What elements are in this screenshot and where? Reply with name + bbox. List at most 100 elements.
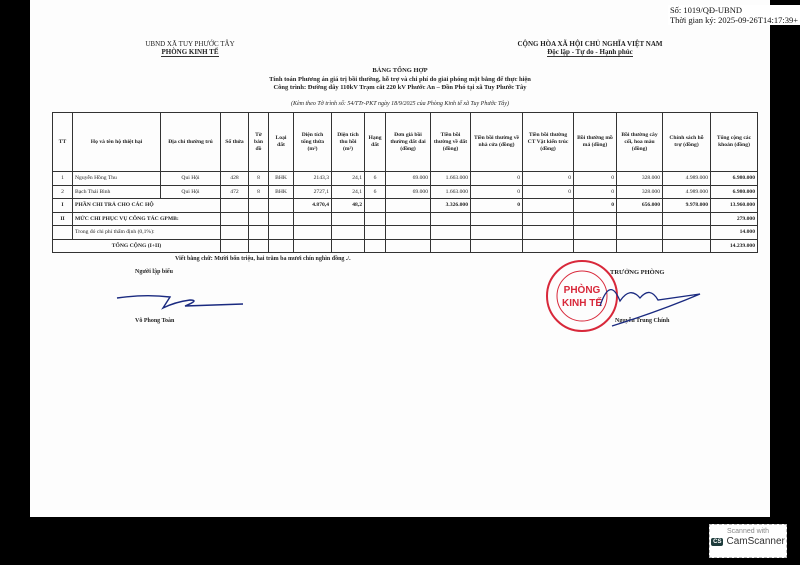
table-cell: 1.663.000 bbox=[430, 171, 471, 186]
table-cell bbox=[385, 238, 431, 253]
table-cell bbox=[331, 225, 365, 240]
table-cell: 472 bbox=[220, 184, 249, 199]
table-cell: 4.870,4 bbox=[293, 198, 332, 213]
table-cell bbox=[331, 238, 365, 253]
table-cell bbox=[248, 211, 269, 226]
table-cell: 1 bbox=[52, 171, 73, 186]
column-header: Địa chỉ thường trú bbox=[160, 112, 221, 172]
table-cell bbox=[248, 198, 269, 213]
issuer-authority: UBND XÃ TUY PHƯỚC TÂY bbox=[145, 40, 235, 48]
table-cell: 3.326.000 bbox=[430, 198, 471, 213]
table-cell: 69.000 bbox=[385, 184, 431, 199]
issuer-department: PHÒNG KINH TẾ bbox=[161, 48, 219, 57]
table-cell: 24,1 bbox=[331, 171, 365, 186]
summary-row-tham_dinh: Trong đó chi phí thẩm định (0,1%): 14.000 bbox=[52, 225, 758, 240]
table-cell: MỨC CHI PHỤC VỤ CÔNG TÁC GPMB: bbox=[72, 211, 221, 226]
amount-in-words: Viết bằng chữ: Mười bốn triệu, hai trăm … bbox=[175, 256, 351, 262]
camscanner-logo-icon: CS bbox=[711, 537, 724, 546]
table-cell: 2143,3 bbox=[293, 171, 332, 186]
table-cell bbox=[220, 211, 249, 226]
preparer-signature bbox=[116, 295, 244, 310]
table-cell: 2 bbox=[52, 184, 73, 199]
table-cell bbox=[385, 198, 431, 213]
table-cell bbox=[248, 225, 269, 240]
camscanner-watermark: Scanned with CS CamScanner bbox=[709, 524, 787, 558]
table-cell bbox=[220, 225, 249, 240]
table-cell: I bbox=[52, 198, 73, 213]
table-cell: 13.960.000 bbox=[710, 198, 758, 213]
table-cell bbox=[522, 225, 574, 240]
svg-text:PHÒNG: PHÒNG bbox=[564, 283, 601, 296]
table-cell bbox=[331, 211, 365, 226]
summary-row-section_I: I PHẦN CHI TRẢ CHO CÁC HỘ 4.870,4 48,2 3.326… bbox=[52, 198, 758, 213]
table-cell: 0 bbox=[522, 184, 574, 199]
table-cell bbox=[573, 225, 617, 240]
table-cell: 328.000 bbox=[616, 171, 663, 186]
table-cell bbox=[385, 225, 431, 240]
table-cell bbox=[430, 238, 471, 253]
table-cell bbox=[662, 211, 711, 226]
column-header: Diện tích thu hồi (m²) bbox=[331, 112, 365, 172]
table-cell bbox=[220, 238, 249, 253]
table-cell: Bạch Thái Bình bbox=[72, 184, 161, 199]
table-cell bbox=[470, 211, 523, 226]
table-cell bbox=[248, 238, 269, 253]
table-cell bbox=[470, 225, 523, 240]
table-cell bbox=[268, 238, 294, 253]
watermark-text: Scanned with bbox=[726, 528, 770, 535]
table-cell bbox=[385, 211, 431, 226]
table-cell: 14.000 bbox=[710, 225, 758, 240]
table-cell: 4.989.000 bbox=[662, 184, 711, 199]
table-cell: 428 bbox=[220, 171, 249, 186]
table-cell: 8 bbox=[248, 171, 269, 186]
table-cell: 9.978.000 bbox=[662, 198, 711, 213]
table-cell: 1.663.000 bbox=[430, 184, 471, 199]
table-cell: Qui Hội bbox=[160, 171, 221, 186]
table-cell: BHK bbox=[268, 184, 294, 199]
national-header: CỘNG HÒA XÃ HỘI CHỦ NGHĨA VIỆT NAM Độc l… bbox=[490, 40, 690, 57]
column-header: Số thửa bbox=[220, 112, 249, 172]
title-subtitle-2: Công trình: Đường dây 110kV Trạm cắt 220… bbox=[273, 84, 527, 91]
column-header: Chính sách hỗ trợ (đồng) bbox=[662, 112, 711, 172]
column-header: Bồi thường mồ mả (đồng) bbox=[573, 112, 617, 172]
column-header: Diện tích tổng thửa (m²) bbox=[293, 112, 332, 172]
table-cell: 8 bbox=[248, 184, 269, 199]
table-cell bbox=[293, 238, 332, 253]
summary-row-total: TỔNG CỘNG (I+II) 14.239.000 bbox=[52, 238, 758, 253]
title-subtitle-1: Tính toán Phương án giá trị bồi thường, … bbox=[269, 75, 531, 83]
table-cell bbox=[52, 225, 73, 240]
svg-text:KINH TẾ: KINH TẾ bbox=[562, 296, 602, 309]
table-cell: 0 bbox=[573, 171, 617, 186]
document-page: Số: 1019/QĐ-UBND Thời gian ký: 2025-09-2… bbox=[30, 0, 800, 517]
table-cell: 2727,1 bbox=[293, 184, 332, 199]
title-main: BẢNG TỔNG HỢP bbox=[372, 67, 428, 74]
official-stamp: PHÒNG KINH TẾ bbox=[546, 260, 701, 332]
table-cell: Qui Hội bbox=[160, 184, 221, 199]
digital-signature-info: Số: 1019/QĐ-UBND Thời gian ký: 2025-09-2… bbox=[667, 5, 800, 25]
table-cell bbox=[470, 238, 523, 253]
table-cell bbox=[616, 238, 663, 253]
table-row: 2 Bạch Thái Bình Qui Hội 472 8 BHK 2727,1 24,1 6… bbox=[52, 184, 758, 199]
table-cell bbox=[268, 211, 294, 226]
column-header: Họ và tên hộ thiệt hại bbox=[72, 112, 161, 172]
table-cell bbox=[573, 211, 617, 226]
table-cell bbox=[364, 198, 386, 213]
table-cell bbox=[364, 225, 386, 240]
column-header: Tổng cộng các khoản (đồng) bbox=[710, 112, 758, 172]
preparer-name: Võ Phong Toàn bbox=[135, 318, 175, 324]
table-cell: 0 bbox=[573, 198, 617, 213]
column-header: TT bbox=[52, 112, 73, 172]
table-header-row: TT Họ và tên hộ thiệt hại Địa chỉ thường t… bbox=[52, 112, 758, 172]
table-cell: 48,2 bbox=[331, 198, 365, 213]
watermark-brand: CamScanner bbox=[726, 536, 785, 547]
table-cell bbox=[293, 211, 332, 226]
table-cell bbox=[430, 225, 471, 240]
table-cell: 6.980.000 bbox=[710, 184, 758, 199]
summary-row-section_II: II MỨC CHI PHỤC VỤ CÔNG TÁC GPMB: 279.000 bbox=[52, 211, 758, 226]
table-cell: 0 bbox=[522, 171, 574, 186]
issuer-header: UBND XÃ TUY PHƯỚC TÂY PHÒNG KINH TẾ bbox=[130, 40, 250, 57]
table-cell: 24,1 bbox=[331, 184, 365, 199]
column-header: Hạng đất bbox=[364, 112, 386, 172]
head-title: TRƯỞNG PHÒNG bbox=[610, 269, 665, 276]
table-cell: 0 bbox=[470, 184, 523, 199]
